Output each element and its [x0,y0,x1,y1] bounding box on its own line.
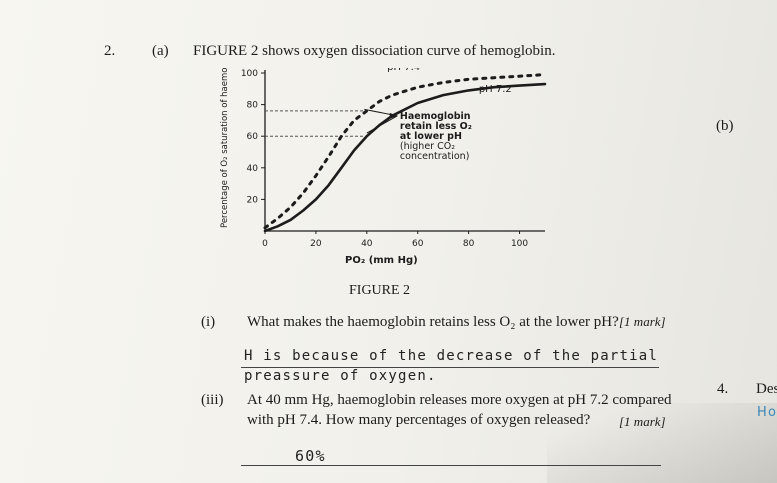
y-tick-label: 40 [247,164,259,174]
annotation-line: Haemoglobin [400,111,471,122]
annotation-line: retain less O₂ [400,121,472,132]
q-iii-line2: with pH 7.4. How many percentages of oxy… [247,412,591,428]
question-number: 2. [104,43,116,59]
y-axis-label: Percentage of O₂ saturation of haemoglob… [220,68,230,228]
part-a-label: (a) [152,43,169,59]
question-4-number: 4. [717,381,729,397]
curve-pH-74 [263,73,547,230]
q-iii-marks: [1 mark] [619,414,666,429]
x-tick-label: 60 [412,239,424,249]
annotation-pointer [366,115,398,134]
question-4-text: Des [756,381,777,397]
page-shadow [547,403,777,483]
q-iii-label: (iii) [201,392,224,408]
x-tick-label: 0 [262,239,268,249]
q-i-marks: [1 mark] [619,314,666,329]
figure-caption: FIGURE 2 [349,283,411,298]
oxygen-dissociation-chart: Percentage of O₂ saturation of haemoglob… [220,68,547,266]
annotation-line: at lower pH [400,131,462,142]
answer-rule-1 [241,367,659,368]
annotation-line: concentration) [400,151,470,162]
q-iii-line1: At 40 mm Hg, haemoglobin releases more o… [247,392,672,408]
annotation-arrowhead [389,112,398,119]
x-axis-label: PO₂ (mm Hg) [345,255,418,266]
curve-pH-72 [263,82,547,233]
q-i-text: What makes the haemoglobin retains less … [247,314,619,330]
y-tick-label: 80 [247,101,259,111]
x-tick-label: 80 [463,239,475,249]
x-tick-label: 100 [511,239,528,249]
answer-rule-2 [241,465,661,466]
label-ph-7-4: pH 7.4 [387,68,420,73]
q-iii-answer: 60% [295,447,326,465]
part-b-label: (b) [716,118,734,134]
q-i-answer-line2: preassure of oxygen. [244,368,437,384]
y-tick-label: 100 [241,69,258,79]
annotation-line: (higher CO₂ [400,141,455,152]
q-i-answer-line1: H is because of the decrease of the part… [244,348,659,364]
y-tick-label: 20 [247,195,259,205]
x-tick-label: 20 [310,239,322,249]
label-ph-7-2: pH 7.2 [479,84,512,95]
q-i-label: (i) [201,314,216,330]
y-tick-label: 60 [247,132,259,142]
handwritten-note: Hoo [757,405,777,420]
question-stem: FIGURE 2 shows oxygen dissociation curve… [193,43,556,59]
x-tick-label: 40 [361,239,373,249]
